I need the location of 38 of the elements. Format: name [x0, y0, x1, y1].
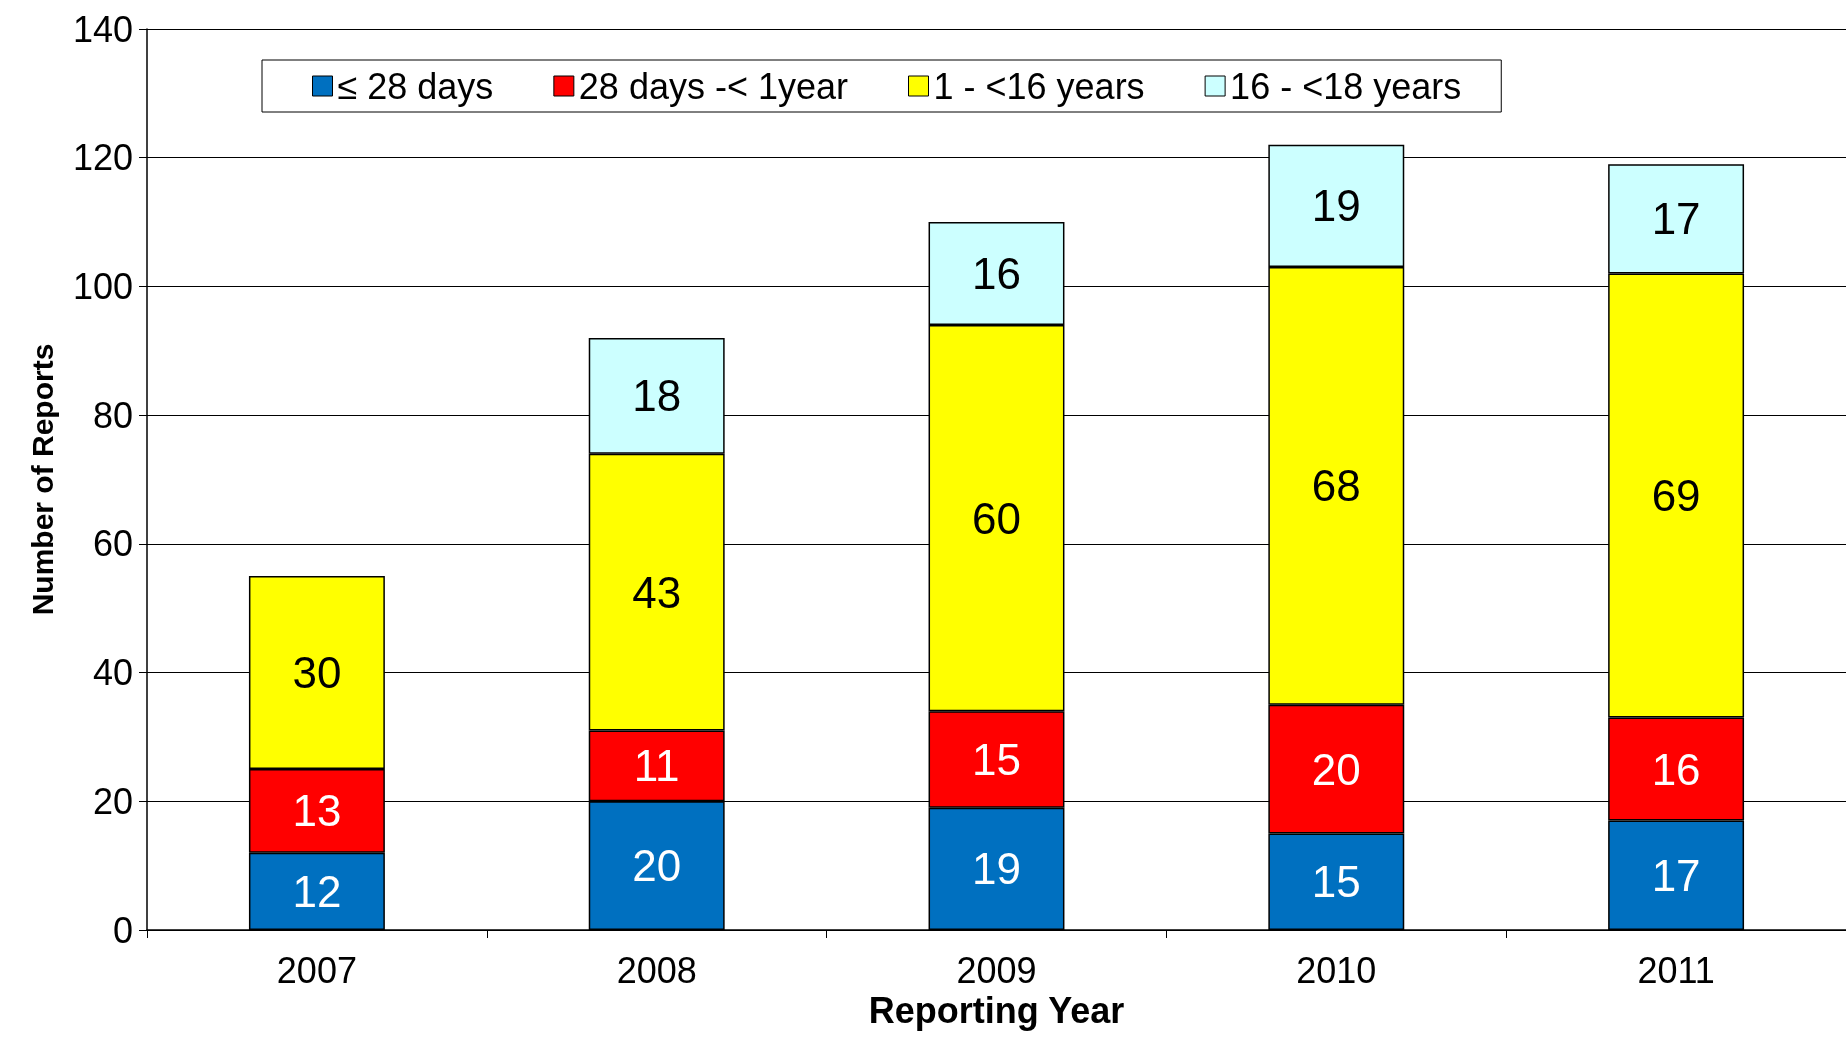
x-tick-label: 2007 [276, 949, 357, 991]
data-label: 17 [1651, 194, 1701, 244]
y-axis-title: Number of Reports [25, 343, 59, 616]
data-label: 69 [1651, 471, 1701, 521]
x-axis-title: Reporting Year [868, 990, 1125, 1032]
x-tick-label: 2010 [1296, 949, 1377, 991]
data-label: 30 [292, 648, 342, 698]
data-label: 18 [632, 371, 682, 421]
data-label: 13 [292, 786, 342, 836]
data-label: 17 [1651, 850, 1701, 900]
data-label: 11 [633, 741, 680, 791]
y-tick-label: 80 [92, 394, 133, 436]
data-label: 12 [292, 866, 342, 916]
y-tick-label: 100 [72, 265, 133, 307]
y-tick-label: 140 [72, 8, 133, 50]
legend-label: ≤ 28 days [337, 65, 494, 107]
data-label: 68 [1311, 461, 1361, 511]
x-tick-label: 2011 [1637, 949, 1715, 991]
data-label: 15 [1311, 857, 1361, 907]
x-tick-label: 2008 [616, 949, 697, 991]
data-label: 19 [972, 844, 1021, 894]
data-label: 19 [1311, 181, 1361, 231]
x-tick-label: 2009 [956, 949, 1037, 991]
y-tick-label: 120 [72, 137, 133, 179]
legend-label: 16 - <18 years [1230, 65, 1462, 107]
data-label: 16 [1651, 744, 1701, 794]
data-label: 15 [972, 734, 1021, 784]
y-tick-label: 20 [92, 780, 133, 822]
y-tick-label: 40 [92, 652, 133, 694]
y-tick-label: 60 [92, 523, 133, 565]
data-label: 60 [972, 493, 1021, 543]
data-label: 16 [972, 249, 1021, 299]
y-tick-label: 0 [112, 909, 133, 951]
data-label: 20 [1311, 744, 1361, 794]
data-label: 43 [632, 567, 682, 617]
data-label: 20 [632, 841, 682, 891]
legend-label: 28 days -< 1year [578, 65, 849, 107]
legend-label: 1 - <16 years [933, 65, 1145, 107]
